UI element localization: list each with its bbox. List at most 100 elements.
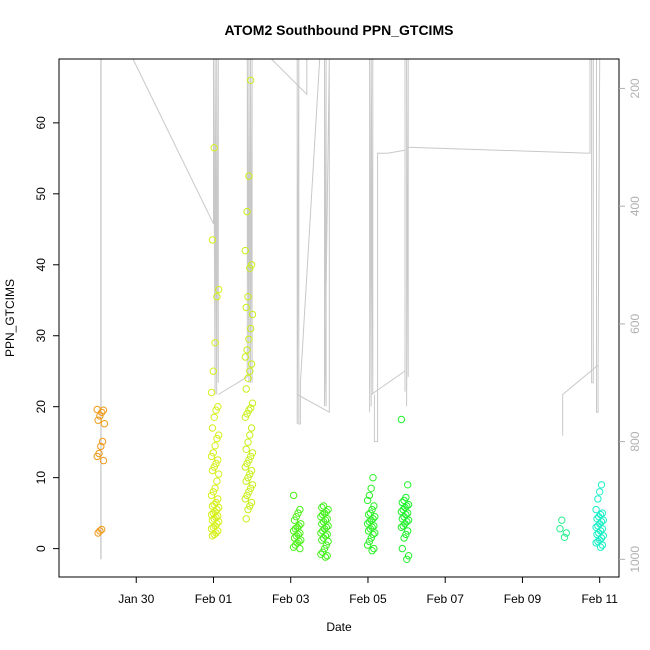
data-point [209,488,218,496]
right-tick-label: 1000 [628,546,642,573]
data-point [322,541,330,549]
data-point [212,406,220,414]
y-tick-label: 30 [34,329,48,343]
data-point [208,424,217,432]
x-tick-label: Feb 05 [349,592,387,606]
data-point [242,385,250,393]
altitude-trace-line [370,370,406,395]
data-point [296,544,304,553]
data-point [214,403,222,411]
data-point [243,410,251,418]
data-point [404,527,412,535]
data-point [215,518,223,526]
data-point [214,495,222,503]
data-point [215,503,223,512]
data-point [296,505,304,514]
data-point [244,474,252,482]
data-point [241,463,250,471]
data-point [598,525,607,533]
data-point [208,236,217,244]
data-point [242,303,250,312]
altitude-trace-line [252,59,308,96]
data-point [213,293,221,301]
data-point [369,530,377,539]
data-point [211,442,219,450]
data-point [248,310,257,319]
data-point [241,353,250,361]
data-point [404,516,413,524]
data-point [294,509,302,517]
data-point [323,552,331,560]
data-point [96,412,104,420]
data-point [209,449,218,457]
data-point [210,413,218,421]
data-point [324,537,332,546]
data-point [244,438,252,446]
data-point [290,516,299,524]
data-point [242,515,250,523]
data-point [248,449,257,457]
data-point [215,470,223,478]
data-point [398,544,406,553]
data-point [213,434,221,443]
data-point [289,491,298,500]
y-tick-label: 10 [34,471,48,485]
data-point [246,502,254,510]
data-point [371,529,379,537]
data-point [400,534,408,542]
data-point [596,488,604,496]
data-point [94,416,102,424]
altitude-trace-line [408,59,601,413]
x-tick-label: Feb 07 [427,592,465,606]
data-point [99,456,108,465]
data-point [363,541,372,549]
data-point [321,553,330,561]
data-point [246,470,254,478]
data-point [241,495,250,503]
data-point [247,76,255,85]
data-point [248,399,257,407]
altitude-trace-line [373,59,409,443]
right-axis: 200 400 600 800 1000 [619,78,642,573]
data-point [243,459,251,468]
data-point [247,498,256,507]
data-point [207,388,216,397]
data-point [367,484,375,492]
data-point [404,481,412,489]
data-point [320,544,329,553]
data-point [247,360,256,368]
altitude-trace-line [562,364,599,436]
data-point [558,516,566,524]
data-point [560,533,569,541]
data-point [397,523,406,531]
data-point [402,530,410,539]
data-point [241,246,250,255]
altitude-trace-line [296,59,330,414]
data-point [404,509,412,517]
data-point [97,442,105,451]
altitude-trace-line [369,59,375,413]
data-point [244,374,252,382]
data-point [245,335,253,343]
x-tick-label: Feb 01 [195,592,233,606]
data-point [596,543,605,551]
data-point [562,529,570,537]
right-tick-label: 200 [628,78,642,98]
data-point [247,324,255,333]
altitude-trace-line [218,59,253,395]
plot-frame [58,58,620,578]
data-point [247,452,255,461]
data-point [211,339,219,347]
data-point [598,541,607,549]
y-tick-label: 20 [34,400,48,414]
data-point [96,527,104,535]
data-point [247,404,255,412]
data-point [94,529,102,537]
data-point [245,456,253,464]
data-point [215,285,223,294]
right-tick-label: 600 [628,314,642,334]
points-layer [93,76,607,563]
data-point [93,452,101,461]
data-point [367,534,375,542]
